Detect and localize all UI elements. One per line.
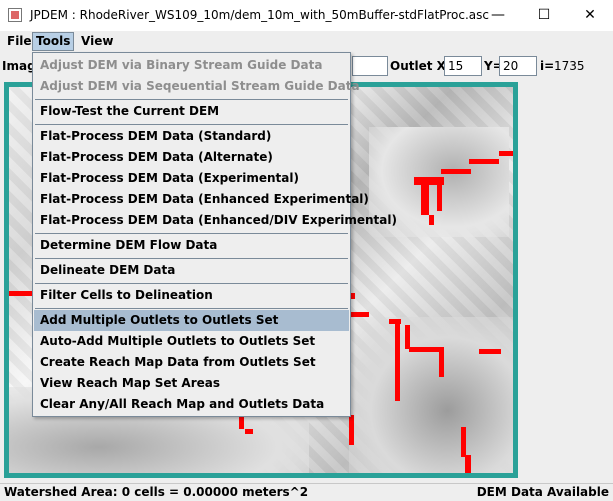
menu-separator (35, 124, 348, 125)
watershed-area-status: Watershed Area: 0 cells = 0.00000 meters… (4, 485, 309, 499)
minimize-button[interactable]: — (491, 7, 505, 23)
stream-segment (245, 429, 253, 434)
dem-data-status: DEM Data Available (476, 485, 609, 499)
stream-segment (349, 293, 355, 299)
app-icon (8, 8, 22, 22)
tools-menu-dropdown: Adjust DEM via Binary Stream Guide Data … (32, 52, 397, 417)
window-title: JPDEM : RhodeRiver_WS109_10m/dem_10m_wit… (30, 8, 489, 22)
stream-segment (414, 177, 444, 185)
stream-segment (461, 427, 466, 457)
stream-segment (479, 349, 501, 354)
menu-item-adjust-dem-binary[interactable]: Adjust DEM via Binary Stream Guide Data (40, 58, 323, 72)
menu-item-determine-flow[interactable]: Determine DEM Flow Data (40, 238, 218, 252)
close-button[interactable]: ✕ (584, 7, 596, 23)
stream-segment (405, 325, 410, 349)
stream-segment (465, 455, 471, 473)
stream-segment (395, 321, 400, 401)
stream-segment (409, 347, 439, 352)
menu-item-adjust-dem-sequential[interactable]: Adjust DEM via Seqeuential Stream Guide … (40, 79, 360, 93)
menu-separator (35, 233, 348, 234)
menu-separator (35, 99, 348, 100)
menu-separator (35, 283, 348, 284)
outlet-y-input[interactable]: 20 (499, 56, 537, 76)
right-panel (520, 82, 613, 478)
stream-segment (421, 185, 429, 215)
outlet-x-label: Outlet X= (390, 59, 456, 73)
menu-file[interactable]: File (7, 34, 32, 48)
menu-item-flat-process-enhanced-div[interactable]: Flat-Process DEM Data (Enhanced/DIV Expe… (40, 213, 397, 227)
stream-segment (499, 151, 513, 156)
menu-item-auto-add-outlets[interactable]: Auto-Add Multiple Outlets to Outlets Set (40, 334, 316, 348)
menu-item-flat-process-alternate[interactable]: Flat-Process DEM Data (Alternate) (40, 150, 273, 164)
menu-item-flow-test[interactable]: Flow-Test the Current DEM (40, 104, 220, 118)
stream-segment (349, 415, 354, 445)
stream-segment (469, 159, 499, 164)
menu-bar: File Tools View (0, 31, 613, 52)
status-bar: Watershed Area: 0 cells = 0.00000 meters… (0, 483, 613, 501)
stream-segment (439, 347, 444, 377)
outlet-x-input[interactable]: 15 (444, 56, 482, 76)
menu-item-flat-process-experimental[interactable]: Flat-Process DEM Data (Experimental) (40, 171, 299, 185)
stream-segment (429, 215, 434, 225)
menu-item-view-reach-map[interactable]: View Reach Map Set Areas (40, 376, 220, 390)
outlet-i-label: i= (540, 59, 555, 73)
maximize-button[interactable]: ☐ (537, 7, 551, 23)
menu-item-delineate[interactable]: Delineate DEM Data (40, 263, 176, 277)
menu-item-add-multiple-outlets[interactable]: Add Multiple Outlets to Outlets Set (34, 310, 349, 331)
menu-item-flat-process-enhanced[interactable]: Flat-Process DEM Data (Enhanced Experime… (40, 192, 369, 206)
outlet-i-value: 1735 (554, 59, 585, 73)
stream-segment (9, 291, 32, 296)
stream-segment (441, 169, 471, 174)
title-bar: JPDEM : RhodeRiver_WS109_10m/dem_10m_wit… (0, 0, 613, 31)
menu-item-filter-cells[interactable]: Filter Cells to Delineation (40, 288, 213, 302)
stream-segment (239, 417, 244, 429)
menu-item-flat-process-standard[interactable]: Flat-Process DEM Data (Standard) (40, 129, 272, 143)
menu-separator (35, 258, 348, 259)
outlet-y-label: Y= (484, 59, 503, 73)
image-field[interactable] (352, 56, 388, 76)
menu-item-create-reach-map[interactable]: Create Reach Map Data from Outlets Set (40, 355, 316, 369)
menu-item-clear-reach-map[interactable]: Clear Any/All Reach Map and Outlets Data (40, 397, 325, 411)
menu-tools[interactable]: Tools (32, 32, 74, 51)
menu-view[interactable]: View (81, 34, 114, 48)
terrain-ridge (349, 317, 513, 473)
stream-segment (351, 312, 369, 317)
stream-segment (437, 185, 442, 211)
menu-separator (35, 308, 348, 309)
